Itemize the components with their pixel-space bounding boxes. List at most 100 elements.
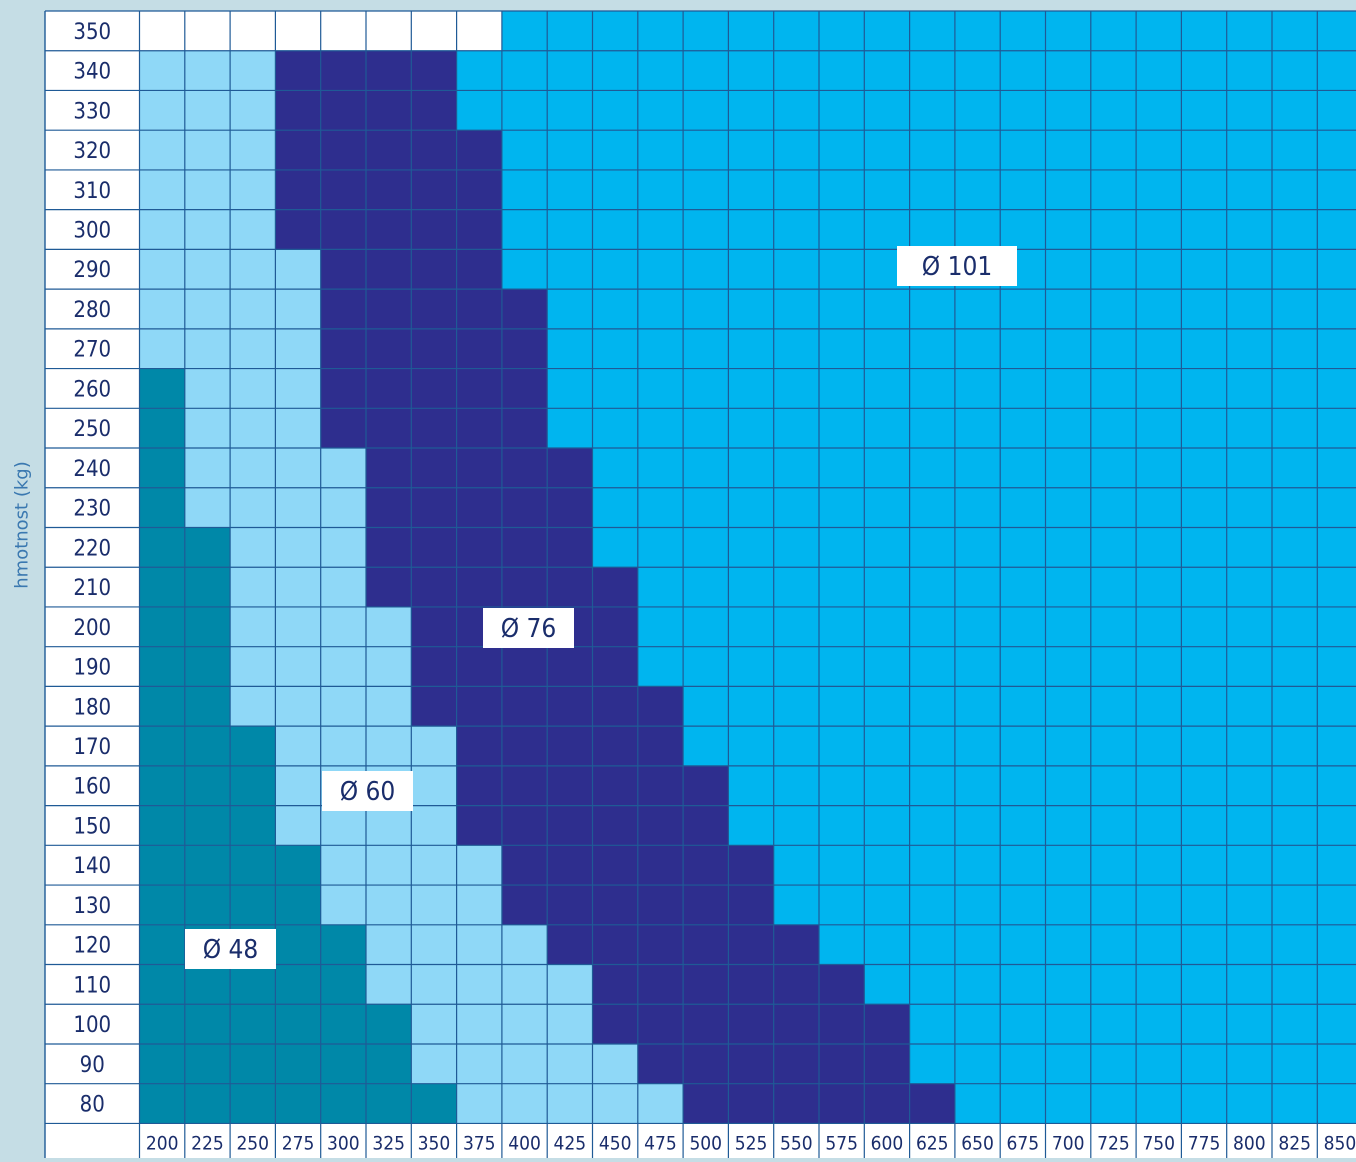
heatmap-cell [728,806,773,846]
heatmap-cell [728,567,773,607]
heatmap-cell [140,90,185,130]
heatmap-cell [1272,726,1317,766]
heatmap-cell [140,806,185,846]
heatmap-cell [910,726,955,766]
heatmap-cell [638,925,683,965]
heatmap-cell [864,1084,909,1124]
heatmap-cell [864,527,909,567]
heatmap-cell [910,806,955,846]
heatmap-cell [1000,408,1045,448]
heatmap-cell [819,607,864,647]
heatmap-cell [728,885,773,925]
heatmap-cell [1181,567,1226,607]
heatmap-cell [502,1004,547,1044]
heatmap-cell [1136,965,1181,1005]
heatmap-cell [819,766,864,806]
heatmap-cell [1046,408,1091,448]
heatmap-cell [1136,607,1181,647]
heatmap-cell [502,766,547,806]
heatmap-cell [321,686,366,726]
heatmap-cell [275,567,320,607]
heatmap-cell [1136,1084,1181,1124]
heatmap-cell [1091,210,1136,250]
heatmap-cell [1272,607,1317,647]
heatmap-cell [774,647,819,687]
heatmap-cell [774,369,819,409]
heatmap-cell [1181,130,1226,170]
heatmap-cell [140,965,185,1005]
heatmap-cell [1136,806,1181,846]
heatmap-cell [955,845,1000,885]
y-tick-label: 340 [73,60,111,85]
heatmap-cell [1000,488,1045,528]
heatmap-cell [638,51,683,91]
heatmap-cell [366,1004,411,1044]
heatmap-cell [819,289,864,329]
heatmap-cell [864,885,909,925]
heatmap-cell [1227,1004,1272,1044]
heatmap-cell [638,289,683,329]
heatmap-cell [185,1044,230,1084]
heatmap-cell [910,527,955,567]
heatmap-cell [1136,210,1181,250]
heatmap-cell [230,51,275,91]
heatmap-cell [1272,1044,1317,1084]
heatmap-cell [819,130,864,170]
heatmap-cell [1181,408,1226,448]
x-tick-label: 300 [327,1132,360,1154]
heatmap-cell [1272,408,1317,448]
heatmap-cell [910,686,955,726]
heatmap-cell [1136,527,1181,567]
heatmap-cell [864,51,909,91]
y-tick-label: 300 [73,219,111,244]
heatmap-cell [1227,686,1272,726]
heatmap-cell [230,210,275,250]
heatmap-cell [230,647,275,687]
heatmap-cell [955,647,1000,687]
heatmap-cell [1136,51,1181,91]
heatmap-cell [366,965,411,1005]
heatmap-cell [638,249,683,289]
heatmap-cell [683,51,728,91]
heatmap-cell [774,806,819,846]
x-tick-label: 325 [372,1132,405,1154]
heatmap-cell [1227,527,1272,567]
heatmap-cell [1136,130,1181,170]
heatmap-cell [864,11,909,51]
heatmap-cell [910,170,955,210]
heatmap-cell [1272,885,1317,925]
heatmap-cell [275,1004,320,1044]
heatmap-cell [1181,686,1226,726]
heatmap-cell [1000,329,1045,369]
heatmap-cell [140,885,185,925]
x-tick-label: 850 [1324,1132,1356,1154]
heatmap-cell [683,806,728,846]
heatmap-cell [502,289,547,329]
heatmap-cell [1046,488,1091,528]
heatmap-cell [1227,965,1272,1005]
heatmap-cell [1046,925,1091,965]
heatmap-cell [321,249,366,289]
heatmap-cell [955,170,1000,210]
heatmap-cell [1136,925,1181,965]
heatmap-cell [728,488,773,528]
heatmap-cell [864,647,909,687]
heatmap-cell [819,488,864,528]
y-tick-label: 160 [73,775,111,800]
heatmap-cell [275,170,320,210]
heatmap-cell [140,408,185,448]
heatmap-cell [1136,369,1181,409]
heatmap-cell [1046,607,1091,647]
heatmap-cell [1227,130,1272,170]
heatmap-cell [1181,1084,1226,1124]
heatmap-cell [1000,170,1045,210]
heatmap-cell [275,965,320,1005]
heatmap-cell [140,647,185,687]
heatmap-cell [1091,686,1136,726]
heatmap-cell [1227,607,1272,647]
heatmap-cell [593,806,638,846]
heatmap-cell [457,11,502,51]
heatmap-cell [593,965,638,1005]
heatmap-cell [321,51,366,91]
